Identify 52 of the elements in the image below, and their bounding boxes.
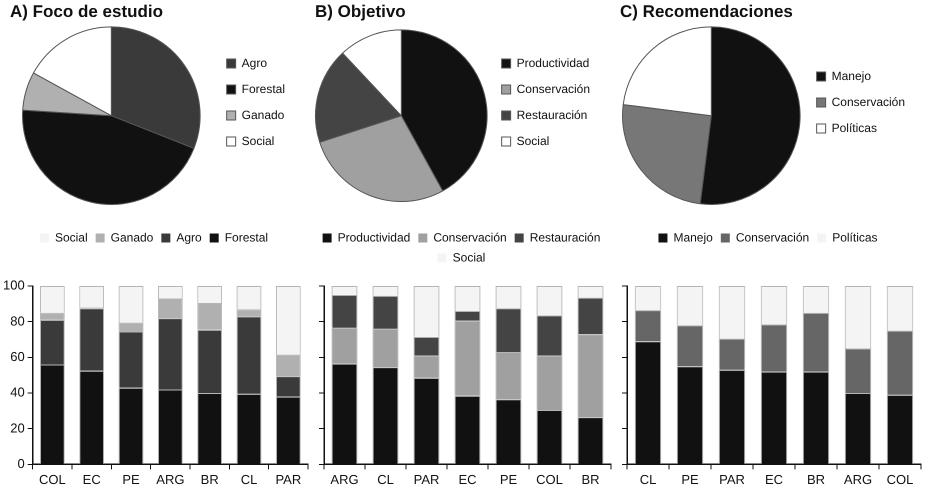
- legend-label: Restauración: [516, 108, 588, 122]
- legend-label: Políticas: [832, 120, 877, 135]
- legend-label: Agro: [176, 230, 202, 244]
- x-tick-label: COL: [886, 472, 914, 487]
- x-tick-label: BR: [200, 472, 219, 487]
- y-tick-label: 0: [17, 456, 25, 471]
- x-tick-label: EC: [82, 472, 101, 487]
- legend-label: Forestal: [242, 82, 286, 96]
- legend-label: Manejo: [832, 68, 872, 83]
- x-tick-label: PE: [500, 472, 518, 487]
- legend-label: Conservación: [516, 82, 590, 96]
- y-tick-label: 60: [10, 348, 25, 364]
- chart-title: B) Objetivo: [315, 2, 406, 21]
- legend-label: Ganado: [242, 108, 285, 122]
- x-tick-label: PAR: [414, 472, 440, 487]
- legend-label: Restauración: [530, 230, 600, 244]
- x-tick-label: CL: [377, 472, 394, 487]
- chart-title: C) Recomendaciones: [620, 2, 793, 21]
- legend-label: Conservación: [736, 230, 810, 244]
- x-tick-label: BR: [806, 472, 826, 487]
- legend-label: Agro: [242, 56, 268, 70]
- x-tick-label: CL: [640, 472, 656, 487]
- chart-title: A) Foco de estudio: [10, 2, 163, 21]
- y-tick-label: 80: [10, 313, 25, 328]
- x-tick-label: ARG: [844, 472, 872, 487]
- legend-label: Social: [54, 230, 88, 244]
- y-tick-label: 100: [2, 278, 25, 293]
- legend-label: Productividad: [516, 56, 590, 70]
- legend-label: Social: [242, 134, 274, 148]
- legend-label: Conservación: [832, 94, 906, 109]
- legend-label: Forestal: [224, 230, 268, 244]
- x-tick-label: COL: [38, 472, 66, 487]
- legend-label: Social: [516, 134, 550, 148]
- x-tick-label: EC: [764, 472, 784, 487]
- x-tick-label: PAR: [275, 472, 302, 487]
- legend-label: Productividad: [338, 230, 410, 244]
- legend-label: Conservación: [433, 230, 507, 244]
- x-tick-label: CL: [240, 472, 258, 487]
- legend-label: Ganado: [110, 230, 154, 244]
- x-tick-label: COL: [536, 472, 563, 487]
- legend-label: Manejo: [673, 230, 714, 244]
- x-tick-label: ARG: [330, 472, 359, 487]
- legend-label: Políticas: [832, 230, 878, 244]
- y-tick-label: 20: [10, 420, 25, 436]
- x-tick-label: ARG: [156, 472, 184, 487]
- y-tick-label: 40: [10, 384, 25, 400]
- legend-label: Social: [452, 250, 486, 264]
- x-tick-label: BR: [581, 472, 600, 487]
- x-tick-label: PE: [122, 472, 140, 487]
- x-tick-label: PAR: [719, 472, 745, 487]
- x-tick-label: EC: [458, 472, 477, 487]
- x-tick-label: PE: [681, 472, 699, 487]
